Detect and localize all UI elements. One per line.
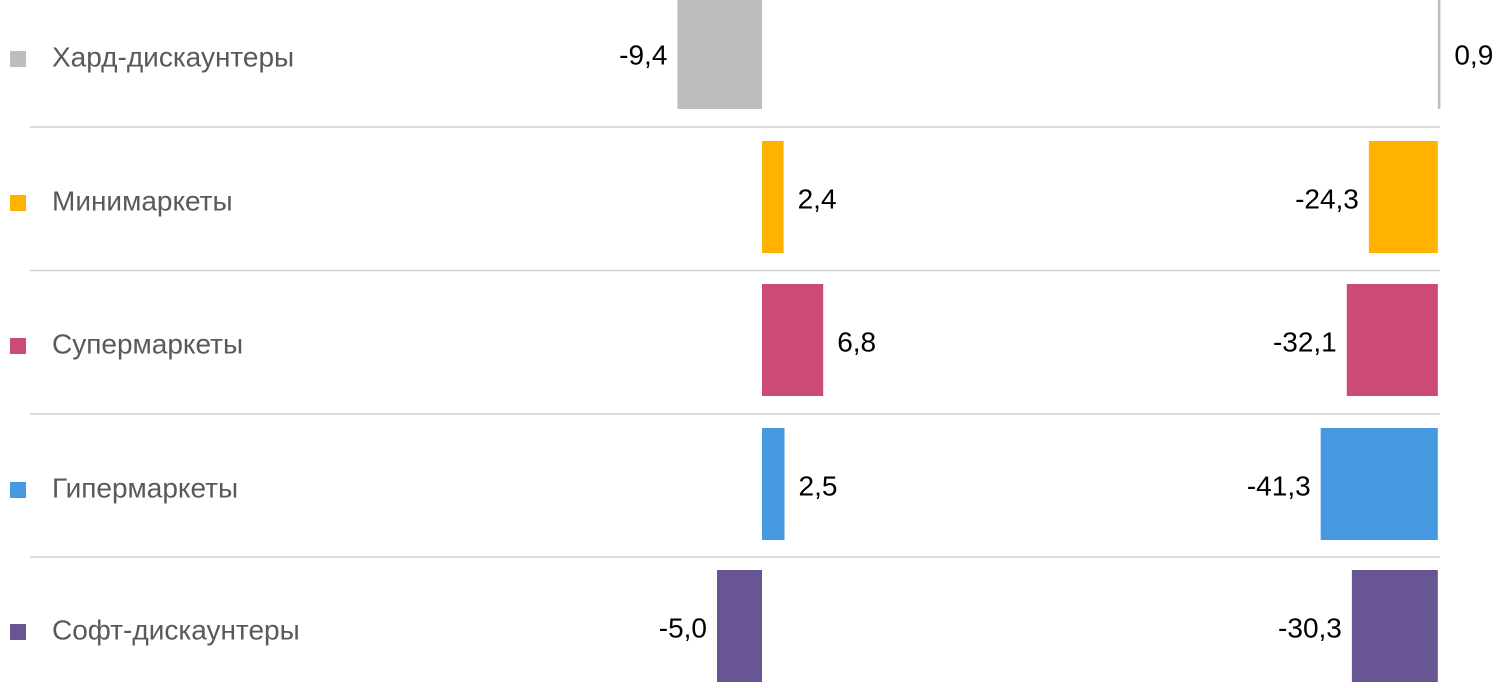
value-label: -30,3 xyxy=(1278,612,1342,643)
legend-marker xyxy=(10,51,26,67)
bar xyxy=(762,141,784,253)
bar xyxy=(1346,284,1438,396)
category-label: Минимаркеты xyxy=(52,185,233,216)
bar xyxy=(762,428,785,540)
category-label: Софт-дискаунтеры xyxy=(52,614,300,645)
legend-marker xyxy=(10,482,26,498)
category-label: Гипермаркеты xyxy=(52,472,238,503)
category-label: Хард-дискаунтеры xyxy=(52,41,294,72)
category-label: Супермаркеты xyxy=(52,328,243,359)
bar xyxy=(677,0,762,109)
legend-marker xyxy=(10,338,26,354)
bar xyxy=(1437,0,1441,109)
bar xyxy=(1351,570,1438,682)
bar xyxy=(717,570,762,682)
value-label: 0,9 xyxy=(1454,39,1493,70)
value-label: 2,5 xyxy=(799,470,838,501)
value-label: -32,1 xyxy=(1273,326,1337,357)
value-label: -9,4 xyxy=(619,39,667,70)
bar xyxy=(762,284,824,396)
value-label: -5,0 xyxy=(659,612,707,643)
value-label: -41,3 xyxy=(1247,470,1311,501)
bar xyxy=(1368,141,1438,253)
value-label: -24,3 xyxy=(1295,183,1359,214)
bar xyxy=(1320,428,1438,540)
legend-marker xyxy=(10,624,26,640)
value-label: 2,4 xyxy=(798,183,837,214)
legend-marker xyxy=(10,195,26,211)
value-label: 6,8 xyxy=(837,326,876,357)
